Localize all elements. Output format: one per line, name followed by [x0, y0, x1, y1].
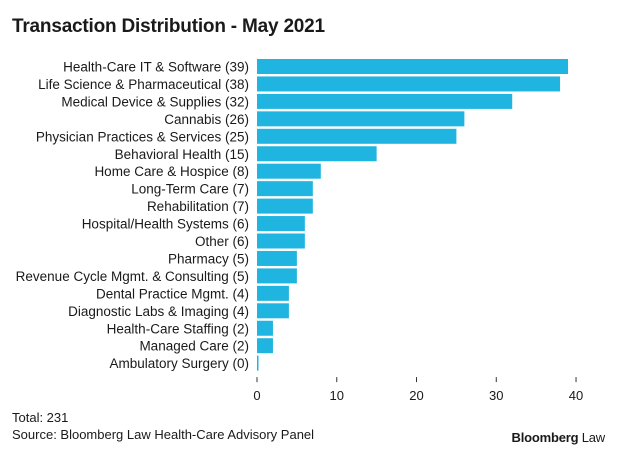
category-label: Ambulatory Surgery (0)	[109, 356, 249, 371]
bar	[257, 163, 321, 179]
bar	[257, 355, 259, 371]
category-label: Health-Care Staffing (2)	[107, 321, 249, 336]
bar	[257, 111, 465, 127]
category-label: Rehabilitation (7)	[147, 199, 249, 214]
bar	[257, 338, 273, 354]
bar	[257, 128, 457, 144]
category-label: Other (6)	[195, 234, 249, 249]
bar	[257, 146, 377, 162]
category-label: Revenue Cycle Mgmt. & Consulting (5)	[16, 269, 249, 284]
brand-logo: Bloomberg Law	[511, 430, 606, 445]
category-label: Hospital/Health Systems (6)	[82, 217, 249, 232]
category-label: Long-Term Care (7)	[131, 182, 249, 197]
category-label: Behavioral Health (15)	[115, 147, 249, 162]
category-label: Health-Care IT & Software (39)	[63, 60, 249, 75]
category-label: Medical Device & Supplies (32)	[61, 94, 249, 109]
bar	[257, 76, 561, 92]
category-label: Home Care & Hospice (8)	[94, 164, 249, 179]
bar	[257, 181, 313, 197]
category-label: Pharmacy (5)	[168, 251, 249, 266]
x-tick-label: 20	[409, 388, 423, 403]
category-label: Dental Practice Mgmt. (4)	[96, 286, 249, 301]
bar	[257, 233, 305, 249]
total-note: Total: 231	[12, 410, 69, 425]
bar	[257, 303, 289, 319]
bar	[257, 268, 297, 284]
bar	[257, 198, 313, 214]
bar	[257, 93, 513, 109]
x-tick-label: 40	[569, 388, 583, 403]
category-label: Life Science & Pharmaceutical (38)	[38, 77, 249, 92]
category-label: Diagnostic Labs & Imaging (4)	[68, 304, 249, 319]
bar	[257, 59, 569, 74]
x-tick-label: 30	[489, 388, 503, 403]
bar	[257, 216, 305, 232]
category-label: Physician Practices & Services (25)	[36, 129, 249, 144]
chart-title: Transaction Distribution - May 2021	[12, 16, 325, 37]
bar	[257, 250, 297, 266]
category-label: Managed Care (2)	[139, 339, 249, 354]
x-tick-label: 10	[330, 388, 344, 403]
bar	[257, 285, 289, 301]
x-tick-label: 0	[253, 388, 260, 403]
category-label: Cannabis (26)	[164, 112, 249, 127]
bar	[257, 320, 273, 336]
source-note: Source: Bloomberg Law Health-Care Adviso…	[12, 427, 315, 442]
